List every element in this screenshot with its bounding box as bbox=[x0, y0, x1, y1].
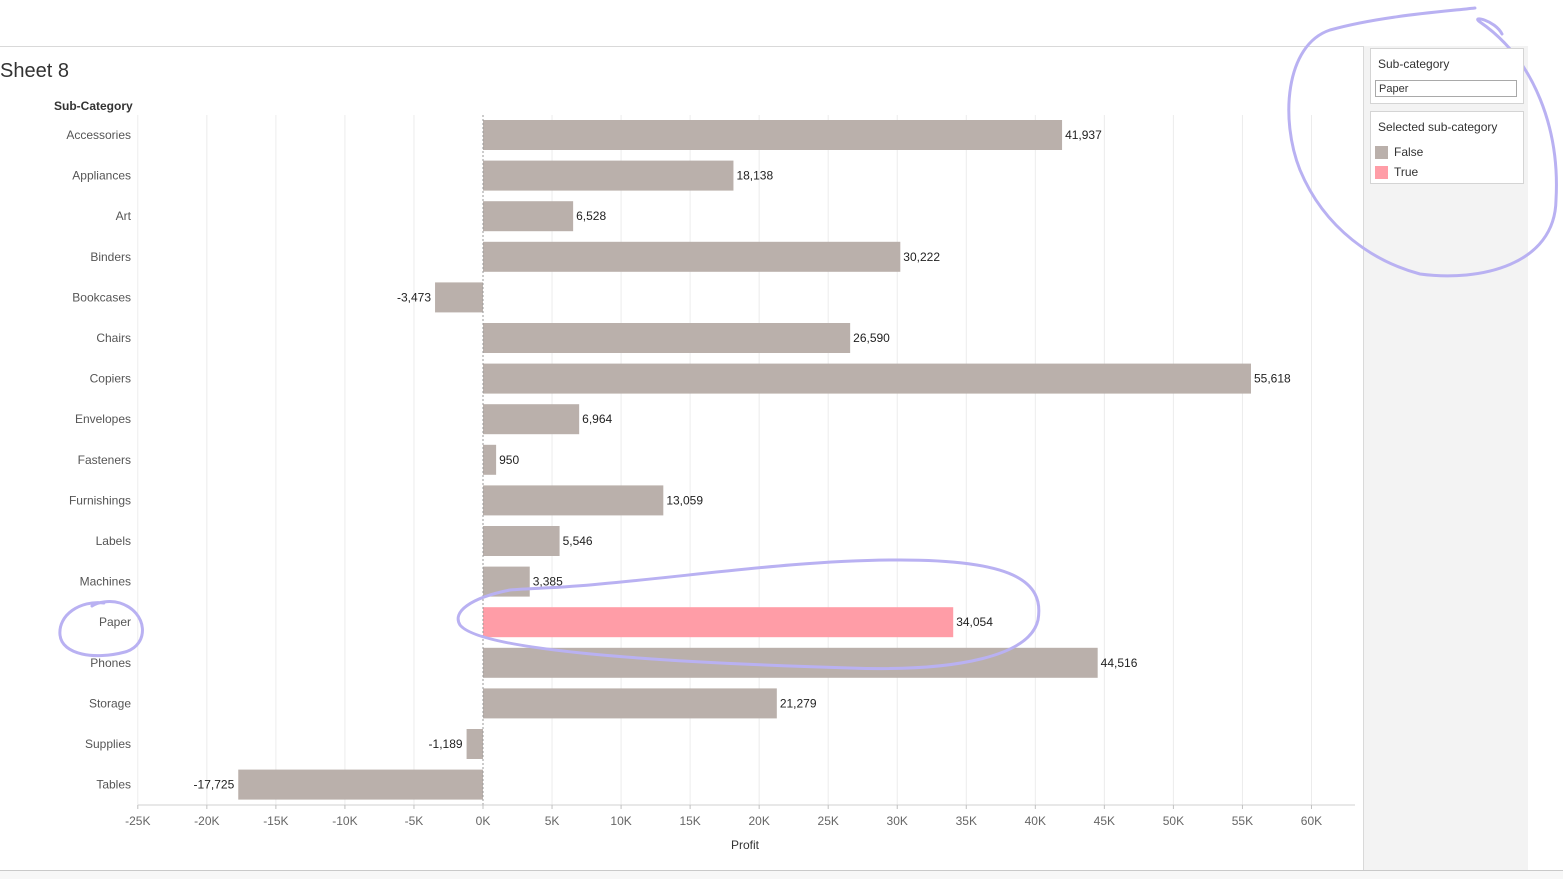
sheet-title: Sheet 8 bbox=[0, 60, 69, 82]
bar[interactable] bbox=[483, 688, 777, 719]
category-label: Fasteners bbox=[78, 453, 131, 467]
category-label: Art bbox=[116, 209, 132, 223]
category-label: Chairs bbox=[96, 331, 131, 345]
category-label: Tables bbox=[96, 778, 131, 792]
category-label: Appliances bbox=[72, 169, 131, 183]
x-tick-label: 45K bbox=[1094, 814, 1115, 828]
x-tick-label: -20K bbox=[194, 814, 219, 828]
legend-swatch-true bbox=[1375, 165, 1388, 179]
bar[interactable] bbox=[483, 526, 560, 556]
x-tick-label: 30K bbox=[887, 814, 908, 828]
right-panel bbox=[1364, 46, 1528, 878]
x-tick-label: -10K bbox=[332, 814, 357, 828]
filter-title: Sub-category bbox=[1378, 57, 1450, 71]
category-label: Accessories bbox=[66, 128, 131, 142]
row-header: Sub-Category bbox=[54, 99, 133, 113]
bar[interactable] bbox=[483, 404, 580, 435]
category-label: Envelopes bbox=[75, 412, 131, 426]
data-label: 30,222 bbox=[903, 250, 940, 264]
data-label: 34,054 bbox=[956, 615, 993, 629]
legend-label-false: False bbox=[1394, 145, 1424, 159]
x-tick-label: -15K bbox=[263, 814, 288, 828]
subcategory-filter-input[interactable]: Paper bbox=[1375, 80, 1517, 97]
x-axis-title: Profit bbox=[731, 838, 760, 852]
data-label: 13,059 bbox=[666, 493, 703, 507]
data-label: -3,473 bbox=[397, 290, 431, 304]
bar[interactable] bbox=[483, 120, 1063, 150]
data-label: 950 bbox=[499, 453, 519, 467]
category-label: Binders bbox=[90, 250, 131, 264]
bar[interactable] bbox=[483, 485, 664, 516]
bar[interactable] bbox=[483, 444, 497, 475]
data-label: -17,725 bbox=[194, 778, 235, 792]
x-tick-label: 55K bbox=[1232, 814, 1253, 828]
category-label: Machines bbox=[80, 575, 131, 589]
bar[interactable] bbox=[483, 323, 851, 353]
bar[interactable] bbox=[238, 769, 483, 800]
bar[interactable] bbox=[435, 282, 483, 313]
x-tick-label: -25K bbox=[125, 814, 150, 828]
subcategory-filter: Sub-category Paper bbox=[1370, 48, 1524, 104]
x-tick-label: 20K bbox=[748, 814, 769, 828]
legend-item-false[interactable]: False bbox=[1375, 144, 1423, 160]
data-label: -1,189 bbox=[429, 737, 463, 751]
data-label: 41,937 bbox=[1065, 128, 1102, 142]
data-label: 55,618 bbox=[1254, 372, 1291, 386]
legend-item-true[interactable]: True bbox=[1375, 164, 1418, 180]
annotation-circle-paper-bar bbox=[456, 558, 1041, 671]
legend-swatch-false bbox=[1375, 145, 1388, 159]
data-label: 6,528 bbox=[576, 209, 606, 223]
data-label: 26,590 bbox=[853, 331, 890, 345]
x-tick-label: 5K bbox=[545, 814, 560, 828]
x-tick-label: 0K bbox=[476, 814, 491, 828]
category-label: Labels bbox=[96, 534, 131, 548]
bar[interactable] bbox=[483, 241, 901, 272]
bar[interactable] bbox=[483, 160, 734, 191]
x-tick-label: 60K bbox=[1301, 814, 1322, 828]
data-label: 3,385 bbox=[533, 575, 563, 589]
category-label: Storage bbox=[89, 696, 131, 710]
annotation-circle-paper-label bbox=[58, 600, 144, 658]
data-label: 21,279 bbox=[780, 696, 817, 710]
category-label: Copiers bbox=[90, 372, 131, 386]
data-label: 44,516 bbox=[1101, 656, 1138, 670]
x-tick-label: 35K bbox=[956, 814, 977, 828]
category-label: Furnishings bbox=[69, 493, 131, 507]
x-tick-label: 10K bbox=[610, 814, 631, 828]
sheet-tabs-bar bbox=[0, 870, 1563, 879]
category-label: Bookcases bbox=[72, 290, 131, 304]
data-label: 18,138 bbox=[736, 169, 773, 183]
x-tick-label: 25K bbox=[818, 814, 839, 828]
bar[interactable] bbox=[483, 363, 1251, 394]
legend-title: Selected sub-category bbox=[1378, 120, 1498, 134]
data-label: 6,964 bbox=[582, 412, 612, 426]
bar[interactable] bbox=[483, 607, 954, 638]
legend-label-true: True bbox=[1394, 165, 1419, 179]
x-tick-label: -5K bbox=[405, 814, 424, 828]
category-label: Phones bbox=[90, 656, 131, 670]
bar[interactable] bbox=[483, 201, 574, 232]
bar[interactable] bbox=[466, 729, 483, 759]
x-tick-label: 50K bbox=[1163, 814, 1184, 828]
color-legend: Selected sub-category False True bbox=[1370, 111, 1524, 184]
x-tick-label: 40K bbox=[1025, 814, 1046, 828]
data-label: 5,546 bbox=[563, 534, 593, 548]
x-tick-label: 15K bbox=[679, 814, 700, 828]
category-label: Paper bbox=[99, 615, 131, 629]
category-label: Supplies bbox=[85, 737, 131, 751]
